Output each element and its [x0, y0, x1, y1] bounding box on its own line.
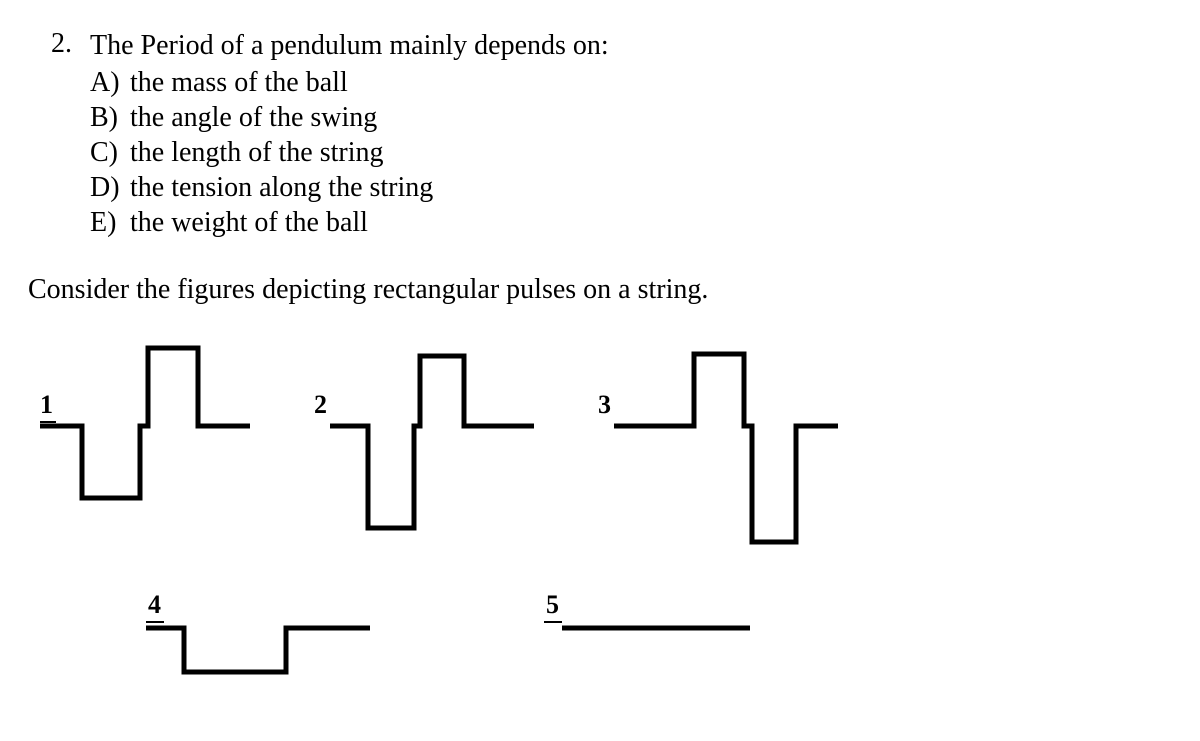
figure-instruction: Consider the figures depicting rectangul… — [28, 274, 1172, 306]
question-stem: The Period of a pendulum mainly depends … — [90, 28, 609, 63]
figures-row-2: 45 — [28, 598, 1172, 688]
pulse-svg — [586, 328, 846, 558]
pulse-figure: 4 — [138, 598, 378, 688]
pulse-figure: 3 — [586, 328, 846, 558]
option-letter: E) — [90, 205, 130, 240]
pulse-svg — [28, 328, 258, 528]
figure-label: 1 — [40, 390, 53, 420]
option-letter: B) — [90, 100, 130, 135]
pulse-figure: 2 — [302, 328, 542, 548]
question-body: The Period of a pendulum mainly depends … — [90, 28, 609, 240]
pulse-figure: 1 — [28, 328, 258, 528]
option-b: B) the angle of the swing — [90, 100, 609, 135]
figure-label: 5 — [546, 590, 559, 620]
option-text: the angle of the swing — [130, 100, 377, 135]
option-letter: A) — [90, 65, 130, 100]
pulse-figure: 5 — [538, 598, 758, 648]
pulse-svg — [302, 328, 542, 548]
figure-label: 4 — [148, 590, 161, 620]
figures-row-1: 1 2 3 — [28, 328, 1172, 558]
option-e: E) the weight of the ball — [90, 205, 609, 240]
pulse-path — [40, 348, 250, 498]
question-number: 2. — [28, 28, 90, 60]
pulse-path — [330, 356, 534, 528]
option-a: A) the mass of the ball — [90, 65, 609, 100]
pulse-svg — [538, 598, 758, 648]
option-letter: C) — [90, 135, 130, 170]
pulse-path — [614, 354, 838, 542]
question-block: 2. The Period of a pendulum mainly depen… — [28, 28, 1172, 240]
option-text: the weight of the ball — [130, 205, 368, 240]
figure-label: 3 — [598, 390, 611, 420]
pulse-path — [146, 628, 370, 672]
page-root: 2. The Period of a pendulum mainly depen… — [0, 0, 1200, 688]
option-text: the mass of the ball — [130, 65, 348, 100]
option-c: C) the length of the string — [90, 135, 609, 170]
pulse-svg — [138, 598, 378, 688]
option-text: the tension along the string — [130, 170, 433, 205]
options-list: A) the mass of the ball B) the angle of … — [90, 65, 609, 240]
option-text: the length of the string — [130, 135, 384, 170]
option-d: D) the tension along the string — [90, 170, 609, 205]
option-letter: D) — [90, 170, 130, 205]
figure-label: 2 — [314, 390, 327, 420]
